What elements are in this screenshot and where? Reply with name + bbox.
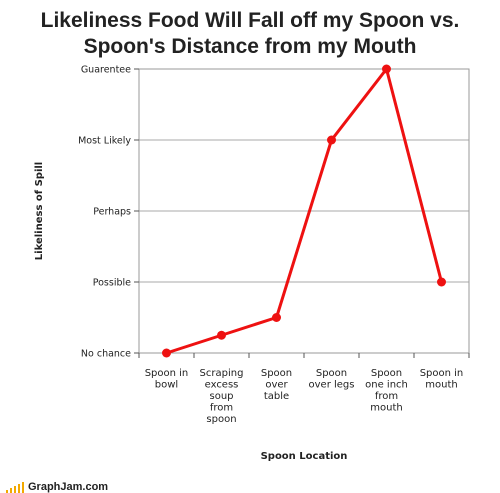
y-tick-label: Perhaps bbox=[93, 207, 131, 218]
data-point bbox=[162, 348, 171, 358]
x-tick-label: Scraping excess soup from spoon bbox=[200, 368, 244, 425]
series-group bbox=[162, 64, 446, 358]
footer-brand[interactable]: GraphJam.com bbox=[28, 481, 109, 493]
x-tick-label: Spoon in mouth bbox=[420, 368, 464, 391]
x-tick-label: Spoon over table bbox=[261, 368, 292, 402]
x-axis-ticks: Spoon in bowl Scraping excess soup from spoon S… bbox=[138, 353, 470, 425]
data-point bbox=[327, 135, 336, 145]
x-tick-label: Spoon over legs bbox=[309, 368, 355, 391]
data-point bbox=[272, 313, 281, 322]
x-tick-label: Spoon in bowl bbox=[145, 368, 189, 391]
chart-title: Likeliness Food Will Fall off my Spoon v… bbox=[41, 9, 460, 58]
graphjam-footer: GraphJam.com bbox=[6, 480, 108, 493]
data-point bbox=[217, 330, 226, 340]
series-line bbox=[165, 67, 443, 355]
y-tick-label: Most Likely bbox=[78, 136, 131, 147]
y-tick-label: No chance bbox=[81, 349, 131, 360]
y-tick-label: Possible bbox=[93, 278, 131, 289]
data-point bbox=[437, 277, 446, 287]
y-tick-label: Guarentee bbox=[81, 65, 131, 76]
y-axis-ticks: No chance Possible Perhaps Most Likely Guare… bbox=[78, 65, 139, 360]
chart: Likeliness Food Will Fall off my Spoon v… bbox=[34, 9, 470, 462]
chart-title-line: Spoon's Distance from my Mouth bbox=[84, 35, 417, 58]
gridlines bbox=[139, 68, 469, 354]
graphjam-logo-icon bbox=[6, 482, 24, 493]
y-axis-label: Likeliness of Spill bbox=[34, 162, 45, 260]
x-axis-label: Spoon Location bbox=[261, 451, 348, 462]
chart-title-line: Likeliness Food Will Fall off my Spoon v… bbox=[41, 9, 460, 32]
x-tick-label: Spoon one inch from mouth bbox=[365, 368, 408, 414]
data-point bbox=[382, 64, 391, 74]
